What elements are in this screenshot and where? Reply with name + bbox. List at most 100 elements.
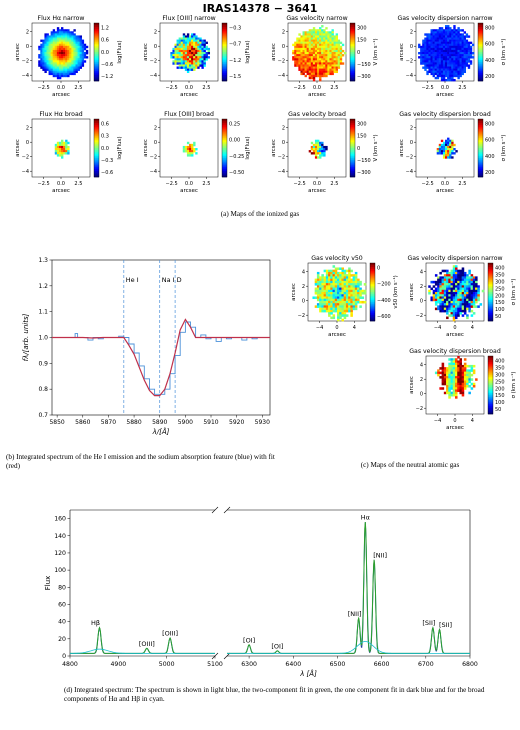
y-tick-label: −2 [150, 155, 157, 161]
map-pixel [304, 43, 307, 47]
map-pixel [463, 35, 467, 38]
map-pixel [455, 294, 458, 297]
map-pixel [451, 29, 454, 32]
map-pixel [314, 56, 318, 59]
map-pixel [325, 33, 328, 36]
map-pixel [475, 305, 478, 308]
map-pixel [442, 64, 446, 67]
map-pixel [449, 39, 452, 42]
map-pixel [450, 285, 454, 288]
y-axis-label: fλ/[arb. units] [22, 313, 30, 361]
map-pixel [180, 60, 184, 63]
map-pixel [341, 312, 344, 315]
map-pixel [85, 49, 89, 53]
colorbar-segment [350, 157, 355, 160]
colorbar-tick-label: 1.2 [101, 25, 109, 31]
map-pixel [430, 37, 433, 40]
map-pixel [443, 378, 447, 381]
map-pixel [470, 287, 474, 291]
map-pixel [475, 280, 478, 284]
map-pixel [180, 54, 184, 57]
map-pixel [432, 72, 435, 76]
colorbar-tick-label: 600 [485, 138, 495, 144]
map-pixel [459, 56, 462, 59]
map-pixel [449, 60, 452, 63]
map-pixel [67, 72, 70, 76]
map-pixel [189, 60, 192, 63]
map-pixel [434, 56, 438, 59]
map-pixel [335, 66, 339, 69]
x-tick-label: −2.5 [294, 181, 306, 187]
colorbar-segment [370, 266, 375, 270]
colorbar-label: log(Flux) [245, 136, 251, 159]
map-pixel [332, 283, 336, 286]
map-pixel [65, 60, 68, 63]
map-pixel [191, 37, 194, 40]
map-pixel [434, 289, 438, 293]
map-pixel [193, 47, 196, 51]
x-tick-label: 5910 [203, 419, 218, 426]
map-pixel [56, 27, 60, 30]
map-title: Flux Hα narrow [38, 15, 85, 22]
map-pixel [73, 58, 76, 61]
colorbar-segment [350, 144, 355, 147]
colorbar-segment [94, 149, 99, 153]
map-pixel [459, 389, 462, 392]
map-pixel [447, 64, 450, 67]
map-pixel [205, 58, 208, 61]
map-pixel [325, 62, 328, 65]
map-pixel [314, 62, 318, 65]
map-pixel [459, 387, 462, 390]
map-pixel [461, 56, 464, 59]
colorbar-segment [94, 36, 99, 39]
map-pixel [457, 58, 460, 61]
map-pixel [193, 35, 196, 38]
map-pixel [184, 58, 188, 61]
map-pixel [438, 29, 442, 32]
map-pixel [58, 64, 62, 67]
map-pixel [446, 378, 449, 381]
map-pixel [457, 364, 460, 368]
map-pixel [199, 56, 202, 59]
map-pixel [448, 362, 451, 366]
map-pixel [352, 294, 356, 297]
map-pixel [333, 47, 336, 51]
map-pixel [321, 47, 324, 51]
map-pixel [465, 62, 469, 65]
map-pixel [184, 148, 188, 151]
map-pixel [432, 45, 435, 49]
map-pixel [73, 41, 76, 45]
map-pixel [308, 150, 312, 153]
map-pixel [61, 27, 64, 30]
map-pixel [424, 49, 427, 53]
map-pixel [453, 66, 456, 69]
colorbar-tick-label: 0.3 [101, 134, 109, 140]
map-pixel [465, 52, 469, 55]
map-pixel [71, 62, 74, 65]
map-pixel [439, 294, 442, 297]
map-pixel [461, 276, 465, 279]
map-pixel [325, 278, 329, 282]
map-pixel [308, 45, 312, 49]
map-pixel [191, 68, 194, 71]
map-pixel [354, 285, 358, 288]
map-pixel [44, 37, 47, 40]
map-pixel [447, 37, 450, 40]
map-pixel [442, 56, 446, 59]
map-pixel [203, 62, 206, 65]
map-pixel [332, 289, 336, 293]
map-pixel [46, 54, 49, 57]
map-pixel [436, 37, 440, 40]
colorbar-segment [478, 153, 483, 157]
map-pixel [319, 283, 322, 286]
map-pixel [316, 287, 320, 291]
map-pixel [457, 33, 460, 36]
map-pixel [350, 283, 353, 286]
map-pixel [292, 43, 295, 47]
map-pixel [428, 33, 431, 36]
map-pixel [321, 298, 324, 302]
map-pixel [441, 364, 445, 368]
map-pixel [201, 54, 204, 57]
map-pixel [452, 287, 456, 291]
map-pixels [292, 25, 347, 82]
